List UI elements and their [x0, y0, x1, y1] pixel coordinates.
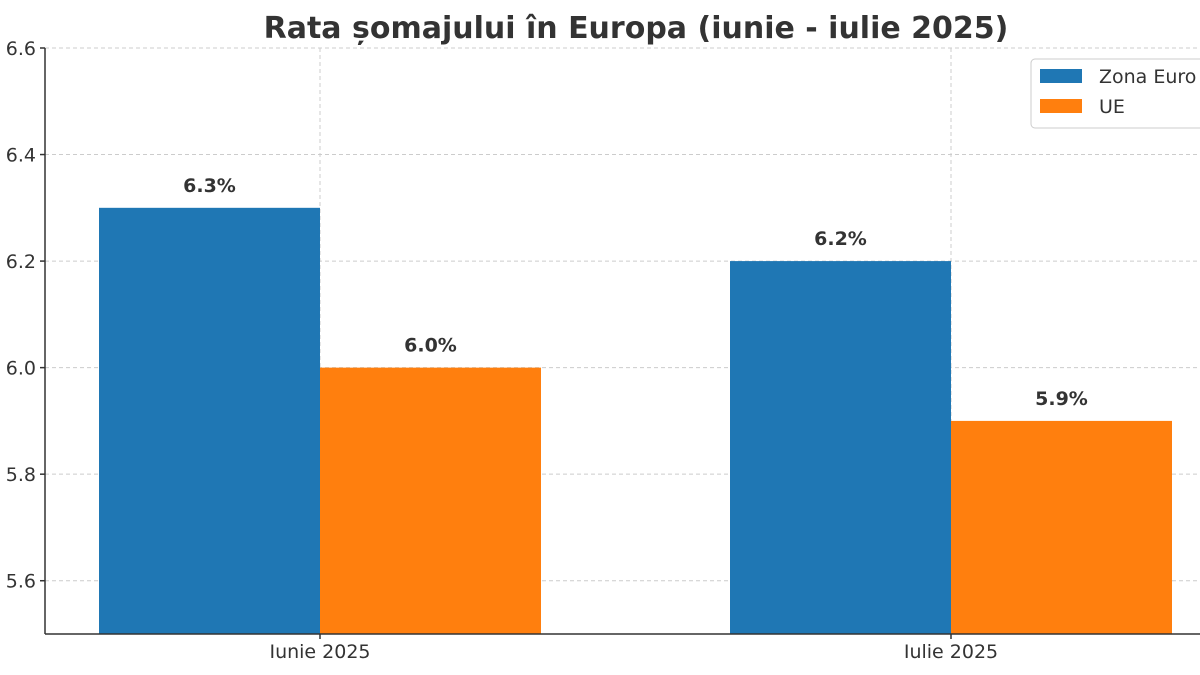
x-tick-label: Iulie 2025: [904, 641, 998, 663]
x-tick-label: Iunie 2025: [269, 641, 370, 663]
bar-ue: [320, 367, 541, 634]
legend-swatch: [1040, 99, 1082, 113]
y-tick-label: 6.0: [6, 358, 36, 380]
bar-zona-euro: [99, 207, 320, 634]
y-tick-label: 6.4: [6, 145, 36, 167]
bar-ue: [951, 420, 1172, 634]
data-label: 6.3%: [183, 175, 236, 197]
legend-swatch: [1040, 69, 1082, 83]
legend-label: Zona Euro: [1099, 66, 1196, 88]
y-tick-label: 5.6: [6, 571, 36, 593]
legend-label: UE: [1099, 96, 1125, 118]
y-tick-label: 5.8: [6, 464, 36, 486]
y-tick-label: 6.6: [6, 38, 36, 60]
y-tick-label: 6.2: [6, 251, 36, 273]
chart-title: Rata șomajului în Europa (iunie - iulie …: [264, 11, 1009, 46]
data-label: 5.9%: [1035, 388, 1088, 410]
data-label: 6.0%: [404, 335, 457, 357]
data-label: 6.2%: [814, 228, 867, 250]
bar-zona-euro: [730, 261, 951, 634]
